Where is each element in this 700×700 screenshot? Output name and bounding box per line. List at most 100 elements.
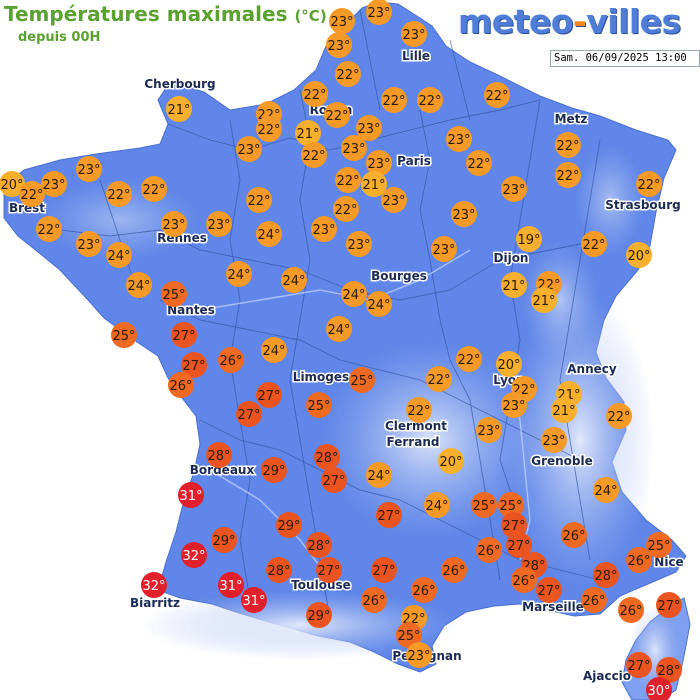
temp-marker: 23° <box>206 211 232 237</box>
temp-marker-label: 25° <box>472 499 495 514</box>
temp-marker: 22° <box>106 181 132 207</box>
temp-marker: 23° <box>311 216 337 242</box>
temp-marker: 23° <box>406 642 432 668</box>
temp-marker-label: 22° <box>467 157 490 172</box>
temp-marker: 24° <box>261 337 287 363</box>
temp-marker: 26° <box>626 547 652 573</box>
temp-marker-label: 20° <box>0 178 23 193</box>
temp-marker-dot <box>366 291 392 317</box>
temp-marker-label: 28° <box>307 539 330 554</box>
temp-marker-label: 26° <box>219 354 242 369</box>
temp-marker-dot <box>581 231 607 257</box>
temp-marker-label: 22° <box>257 123 280 138</box>
temp-marker-dot <box>606 403 632 429</box>
temp-marker: 22° <box>417 87 443 113</box>
temp-marker-dot <box>471 492 497 518</box>
temp-marker: 27° <box>506 532 532 558</box>
temp-marker-label: 27° <box>507 539 530 554</box>
temp-marker: 27° <box>181 352 207 378</box>
temp-marker-dot <box>636 171 662 197</box>
temp-marker: 25° <box>161 281 187 307</box>
temp-marker-label: 25° <box>350 374 373 389</box>
temp-marker-label: 25° <box>112 329 135 344</box>
temp-marker: 25° <box>306 392 332 418</box>
temp-marker-dot <box>324 102 350 128</box>
temp-marker: 20° <box>0 171 25 197</box>
temp-marker-dot <box>181 352 207 378</box>
map-title-unit: (°C) <box>294 7 327 25</box>
temp-marker: 22° <box>301 142 327 168</box>
temp-marker: 22° <box>335 167 361 193</box>
temp-marker: 28° <box>206 442 232 468</box>
temp-marker: 26° <box>581 587 607 613</box>
temp-marker: 28° <box>266 557 292 583</box>
temp-marker-dot <box>551 397 577 423</box>
map-title: Températures maximales (°C) <box>4 2 327 26</box>
temp-marker-dot <box>226 261 252 287</box>
temp-marker-dot <box>349 367 375 393</box>
temp-marker-label: 24° <box>262 344 285 359</box>
temp-marker-label: 24° <box>425 499 448 514</box>
temp-marker-dot <box>335 167 361 193</box>
temp-marker-label: 28° <box>207 449 230 464</box>
temp-marker-dot <box>381 87 407 113</box>
temp-marker: 23° <box>501 176 527 202</box>
temp-marker: 23° <box>431 236 457 262</box>
temp-marker: 23° <box>76 231 102 257</box>
temp-marker-dot <box>417 87 443 113</box>
temp-marker-dot <box>326 316 352 342</box>
temp-marker: 24° <box>281 267 307 293</box>
temp-marker-label: 24° <box>227 268 250 283</box>
temp-marker-label: 28° <box>594 569 617 584</box>
temp-marker-label: 22° <box>637 178 660 193</box>
temp-marker-label: 28° <box>315 451 338 466</box>
temp-marker-dot <box>256 221 282 247</box>
temp-marker-label: 23° <box>347 238 370 253</box>
temp-marker-dot <box>178 482 204 508</box>
temp-marker: 32° <box>141 572 167 598</box>
temp-marker: 23° <box>501 392 527 418</box>
temp-marker: 28° <box>314 444 340 470</box>
temp-marker: 23° <box>76 156 102 182</box>
temp-marker: 30° <box>646 677 672 700</box>
temp-marker: 26° <box>411 577 437 603</box>
city-label-dijon: Dijon <box>494 251 529 265</box>
temp-marker: 24° <box>256 221 282 247</box>
temp-marker: 27° <box>371 557 397 583</box>
temp-marker-dot <box>501 176 527 202</box>
temp-marker: 22° <box>36 216 62 242</box>
temp-marker-dot <box>161 211 187 237</box>
temp-marker-dot <box>541 427 567 453</box>
temp-marker: 22° <box>484 82 510 108</box>
temp-marker-label: 24° <box>594 484 617 499</box>
temp-marker-label: 22° <box>20 188 43 203</box>
temp-marker-label: 31° <box>219 579 242 594</box>
temp-marker: 27° <box>376 502 402 528</box>
temp-marker: 23° <box>41 171 67 197</box>
temp-marker-label: 28° <box>657 664 680 679</box>
temp-marker-dot <box>476 417 502 443</box>
temp-marker: 23° <box>366 150 392 176</box>
temp-marker: 19° <box>516 226 542 252</box>
temp-marker: 27° <box>321 467 347 493</box>
temp-marker-label: 25° <box>397 629 420 644</box>
temp-marker: 21° <box>295 120 321 146</box>
temp-marker-label: 31° <box>179 489 202 504</box>
temp-marker-label: 23° <box>77 238 100 253</box>
temp-marker: 27° <box>501 512 527 538</box>
temp-marker-dot <box>36 216 62 242</box>
temp-marker-label: 24° <box>107 249 130 264</box>
temp-marker-label: 27° <box>237 408 260 423</box>
temp-marker-label: 26° <box>582 594 605 609</box>
temp-marker-label: 19° <box>517 233 540 248</box>
city-label-annecy: Annecy <box>567 362 617 376</box>
temp-marker-dot <box>361 587 387 613</box>
temp-marker: 27° <box>236 401 262 427</box>
temp-marker-dot <box>656 592 682 618</box>
temp-marker-label: 24° <box>367 469 390 484</box>
temp-marker-label: 24° <box>257 228 280 243</box>
temp-marker: 23° <box>446 126 472 152</box>
temp-marker-label: 23° <box>42 178 65 193</box>
temp-marker-dot <box>166 96 192 122</box>
temp-marker: 26° <box>561 522 587 548</box>
